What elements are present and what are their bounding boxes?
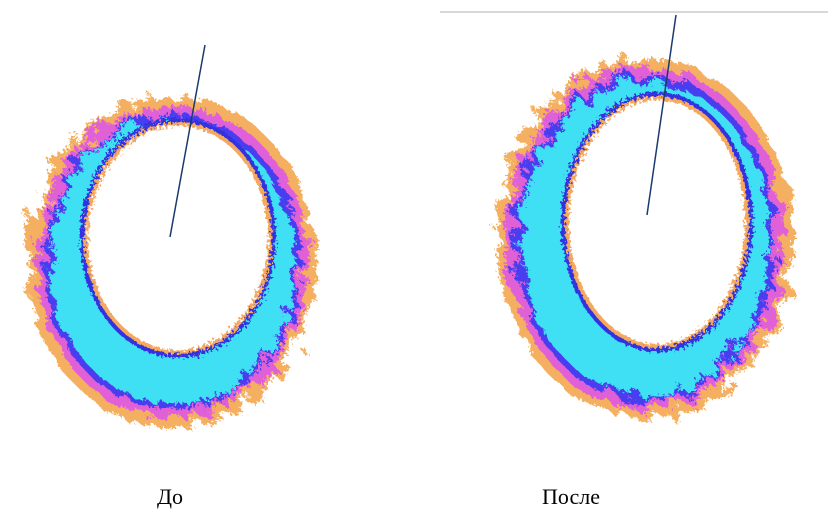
caption-after: После xyxy=(542,484,600,509)
ring-after xyxy=(497,15,793,418)
page: До После xyxy=(0,0,828,512)
caption-before: До xyxy=(157,484,183,509)
ring-before xyxy=(27,45,317,427)
figure: До После xyxy=(0,0,828,512)
